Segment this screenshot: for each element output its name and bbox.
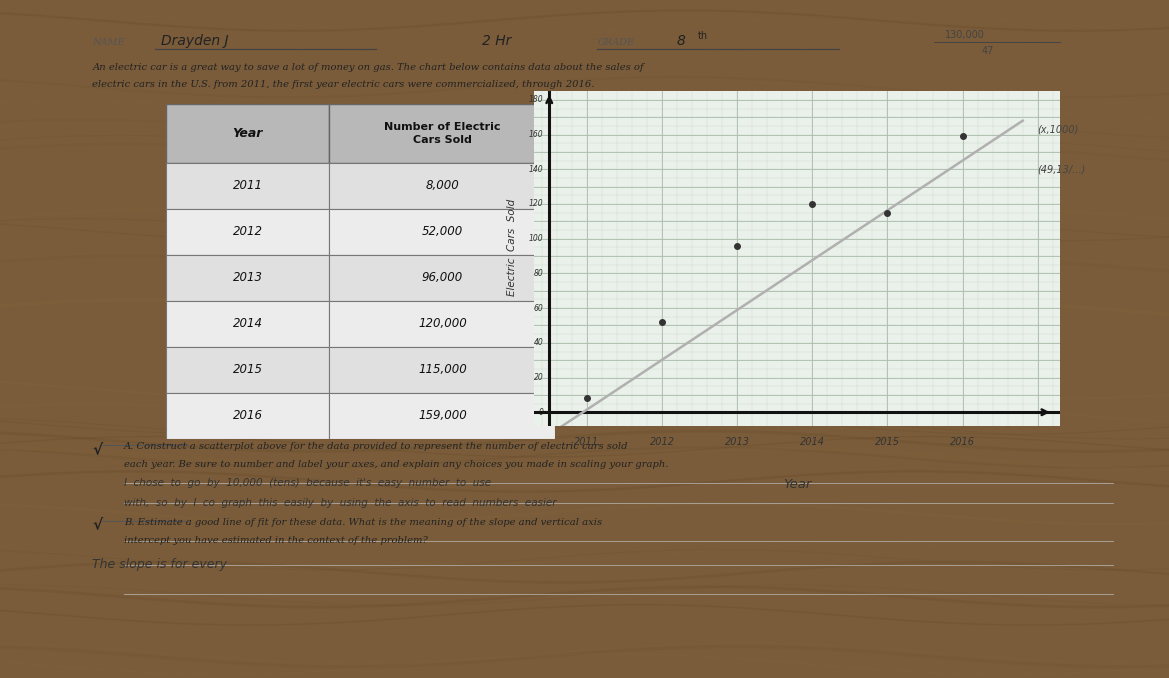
Bar <box>330 255 555 301</box>
Text: 2014: 2014 <box>233 317 263 330</box>
Text: with,  so  by  I  co  graph  this  easily  by  using  the  axis  to  read  numbe: with, so by I co graph this easily by us… <box>124 498 556 508</box>
Text: 2012: 2012 <box>233 225 263 238</box>
Bar <box>330 209 555 255</box>
Text: An electric car is a great way to save a lot of money on gas. The chart below co: An electric car is a great way to save a… <box>92 64 644 73</box>
Text: 2012: 2012 <box>650 437 675 447</box>
Bar <box>166 393 330 439</box>
Text: Number of Electric
Cars Sold: Number of Electric Cars Sold <box>385 122 500 145</box>
Text: 8: 8 <box>676 34 685 48</box>
Bar <box>330 301 555 347</box>
Point <box>878 207 897 218</box>
Text: intercept you have estimated in the context of the problem?: intercept you have estimated in the cont… <box>124 536 428 544</box>
Text: electric cars in the U.S. from 2011, the first year electric cars were commercia: electric cars in the U.S. from 2011, the… <box>92 79 595 89</box>
Text: Year: Year <box>783 478 811 491</box>
Point <box>953 131 971 142</box>
Text: 80: 80 <box>533 269 544 278</box>
Bar <box>166 104 330 163</box>
Text: 100: 100 <box>528 234 544 243</box>
Bar <box>166 255 330 301</box>
Point <box>577 393 596 404</box>
Text: th: th <box>697 31 707 41</box>
Bar <box>166 301 330 347</box>
Text: 130,000: 130,000 <box>945 30 984 39</box>
Text: 2016: 2016 <box>233 410 263 422</box>
Text: 2 Hr: 2 Hr <box>482 34 511 48</box>
Text: I  chose  to  go  by  10,000  (tens)  because  it's  easy  number  to  use: I chose to go by 10,000 (tens) because i… <box>124 477 491 487</box>
Text: 160: 160 <box>528 130 544 139</box>
Text: 2015: 2015 <box>874 437 900 447</box>
Bar <box>330 163 555 209</box>
Text: 2015: 2015 <box>233 363 263 376</box>
Point <box>652 317 671 327</box>
Text: GRADE: GRADE <box>597 39 635 47</box>
Text: (49,13/...): (49,13/...) <box>1038 164 1086 174</box>
Text: Drayden J: Drayden J <box>161 34 228 48</box>
Text: 2016: 2016 <box>950 437 975 447</box>
Bar <box>330 104 555 163</box>
Text: √: √ <box>92 442 103 457</box>
Bar <box>166 163 330 209</box>
Bar <box>166 209 330 255</box>
Text: 140: 140 <box>528 165 544 174</box>
Text: 120: 120 <box>528 199 544 209</box>
Text: each year. Be sure to number and label your axes, and explain any choices you ma: each year. Be sure to number and label y… <box>124 460 669 468</box>
Text: 47: 47 <box>982 45 994 56</box>
Text: 2013: 2013 <box>233 271 263 284</box>
Text: NAME: NAME <box>92 39 125 47</box>
Text: 2013: 2013 <box>725 437 749 447</box>
Text: B. Estimate a good line of fit for these data. What is the meaning of the slope : B. Estimate a good line of fit for these… <box>124 517 602 527</box>
Text: Year: Year <box>233 127 263 140</box>
Text: 120,000: 120,000 <box>419 317 466 330</box>
Text: 180: 180 <box>528 96 544 104</box>
Bar <box>166 347 330 393</box>
Text: √: √ <box>92 517 103 533</box>
Text: 2011: 2011 <box>574 437 600 447</box>
Text: 8,000: 8,000 <box>426 179 459 192</box>
Text: 159,000: 159,000 <box>419 410 466 422</box>
Point <box>728 240 747 251</box>
Point <box>803 199 822 210</box>
Bar <box>330 393 555 439</box>
Text: 96,000: 96,000 <box>422 271 463 284</box>
Text: The slope is for every: The slope is for every <box>92 558 227 571</box>
Text: 2014: 2014 <box>800 437 825 447</box>
Text: (x,1000): (x,1000) <box>1038 124 1079 134</box>
Text: Electric  Cars  Sold: Electric Cars Sold <box>506 199 517 296</box>
Text: 2011: 2011 <box>233 179 263 192</box>
Text: 40: 40 <box>533 338 544 347</box>
Bar <box>330 347 555 393</box>
Text: 60: 60 <box>533 304 544 313</box>
Text: A. Construct a scatterplot above for the data provided to represent the number o: A. Construct a scatterplot above for the… <box>124 442 629 452</box>
Text: 52,000: 52,000 <box>422 225 463 238</box>
Text: 115,000: 115,000 <box>419 363 466 376</box>
Text: 0: 0 <box>539 407 544 417</box>
Text: 20: 20 <box>533 373 544 382</box>
